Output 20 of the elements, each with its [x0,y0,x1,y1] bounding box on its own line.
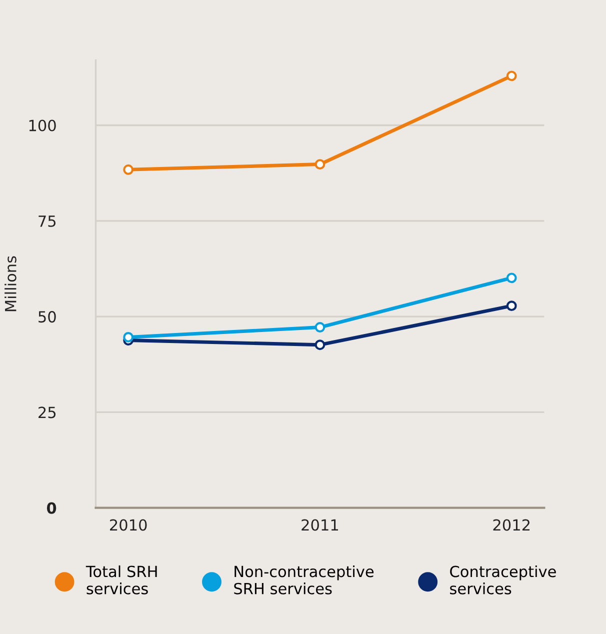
y-tick-label: 0 [46,502,56,514]
x-tick-label: 2010 [110,519,147,531]
legend-label: Contraceptive services [450,565,556,594]
point [123,164,134,175]
point [506,272,517,284]
x-tick-label: 2012 [493,519,530,531]
legend-label: Total SRH services [86,565,157,594]
y-tick-label: 50 [38,311,56,323]
y-tick-label: 100 [29,120,56,132]
point [314,159,326,170]
point [123,332,134,342]
y-axis-title: Millions [4,256,16,312]
y-tick-label: 75 [38,216,56,227]
point [314,340,326,350]
point [314,322,326,332]
y-tick-label: 25 [38,406,56,418]
point [506,70,517,82]
point [506,300,517,312]
legend-label: Non-contraceptive SRH services [234,565,374,594]
x-tick-label: 2011 [302,519,338,531]
